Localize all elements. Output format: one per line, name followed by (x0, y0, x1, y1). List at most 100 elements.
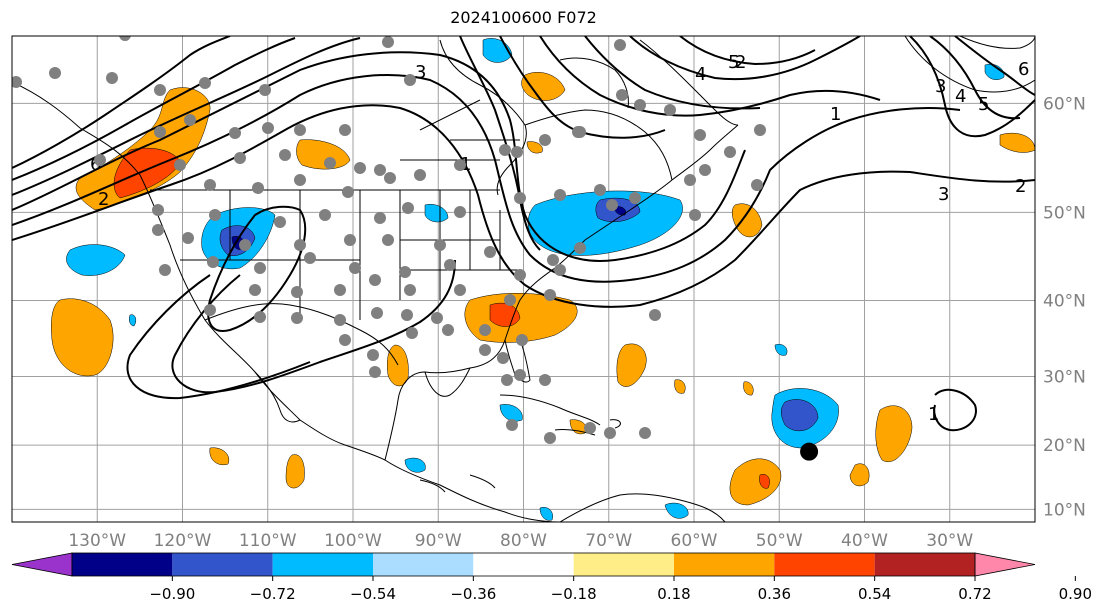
station-dot (684, 174, 696, 186)
contour-label: 5 (978, 94, 989, 115)
station-dot (367, 349, 379, 361)
colorbar-segment (473, 553, 574, 576)
station-dot (199, 77, 211, 89)
colorbar-segment (774, 553, 875, 576)
station-dot (454, 206, 466, 218)
colorbar-segments (11, 552, 1036, 577)
colorbar-ticks: −0.90 −0.72 −0.54 −0.36 −0.18 0.18 0.36 0.54 0.7… (149, 576, 1092, 603)
colorbar-extend-low (11, 552, 73, 577)
station-dot (94, 154, 106, 166)
station-dot (614, 39, 626, 51)
station-dot (354, 162, 366, 174)
contour-label: 2 (735, 52, 746, 73)
colorbar-outline (71, 552, 976, 577)
contour-label: 2 (98, 189, 109, 210)
station-dot (384, 172, 396, 184)
station-dot (506, 419, 518, 431)
latitude-label: 40°N (1043, 291, 1086, 311)
station-dot (371, 307, 383, 319)
station-dot (404, 74, 416, 86)
station-dot (49, 67, 61, 79)
map-frame (11, 35, 1036, 523)
colorbar-tick-label: 0.36 (758, 585, 791, 603)
station-dot (106, 72, 118, 84)
longitude-label: 70°W (585, 531, 632, 551)
station-dot (604, 427, 616, 439)
station-dot (442, 324, 454, 336)
station-dot (291, 312, 303, 324)
station-dot (342, 186, 354, 198)
station-dot (259, 84, 271, 96)
station-dot (382, 234, 394, 246)
longitude-label: 60°W (671, 531, 718, 551)
longitude-label: 110°W (239, 531, 297, 551)
contour-label: 3 (935, 76, 946, 97)
station-dot (539, 134, 551, 146)
station-dot (606, 199, 618, 211)
station-dot (479, 344, 491, 356)
station-dot (514, 192, 526, 204)
station-dot (504, 294, 516, 306)
station-dot (382, 36, 394, 48)
station-dot (454, 284, 466, 296)
longitude-label: 40°W (841, 531, 888, 551)
colorbar-tick-label: 0.72 (958, 585, 991, 603)
station-dot (254, 262, 266, 274)
station-dot (434, 239, 446, 251)
colorbar-tick-label: 0.54 (858, 585, 891, 603)
station-dot (249, 284, 261, 296)
station-dot (554, 264, 566, 276)
colorbar-tick-label: 0.18 (657, 585, 690, 603)
station-dot (444, 259, 456, 271)
station-dot (484, 246, 496, 258)
longitude-label: 50°W (756, 531, 803, 551)
station-dot (294, 124, 306, 136)
colorbar-tick-label: −0.18 (551, 585, 597, 603)
station-dot (182, 232, 194, 244)
latitude-label: 60°N (1043, 94, 1086, 114)
station-dot (339, 334, 351, 346)
station-dot (584, 422, 596, 434)
station-dot (339, 124, 351, 136)
colorbar-segment (172, 553, 273, 576)
station-dot (649, 309, 661, 321)
station-dots (12, 36, 766, 444)
station-dot (254, 311, 266, 323)
station-dot (544, 289, 556, 301)
station-dot (724, 146, 736, 158)
station-dot (324, 157, 336, 169)
storm-center-marker (800, 442, 819, 461)
station-dot (539, 374, 551, 386)
station-dot (454, 159, 466, 171)
station-dot (207, 256, 219, 268)
station-dot (639, 427, 651, 439)
latitude-label: 50°N (1043, 203, 1086, 223)
station-dot (414, 169, 426, 181)
longitude-label: 30°W (926, 531, 973, 551)
contour-label: 3 (415, 62, 426, 83)
station-dot (334, 284, 346, 296)
station-dot (547, 254, 559, 266)
map-title: 2024100600 F072 (450, 8, 597, 27)
contour-label: 1 (830, 104, 841, 125)
station-dot (239, 239, 251, 251)
contour-label: 1 (928, 404, 939, 425)
colorbar-tick-label: −0.72 (250, 585, 296, 603)
station-dot (152, 204, 164, 216)
contour-label: 6 (90, 154, 101, 175)
anomaly-fill-positive (51, 72, 1035, 506)
station-dot (499, 144, 511, 156)
station-dot (154, 126, 166, 138)
station-dot (334, 314, 346, 326)
colorbar-segment (272, 553, 373, 576)
station-dot (404, 284, 416, 296)
station-dot (159, 264, 171, 276)
station-dot (319, 209, 331, 221)
station-dot (431, 312, 443, 324)
station-dot (279, 149, 291, 161)
colorbar-tick-label: −0.54 (350, 585, 396, 603)
station-dot (294, 174, 306, 186)
station-dot (274, 216, 286, 228)
station-dot (374, 164, 386, 176)
